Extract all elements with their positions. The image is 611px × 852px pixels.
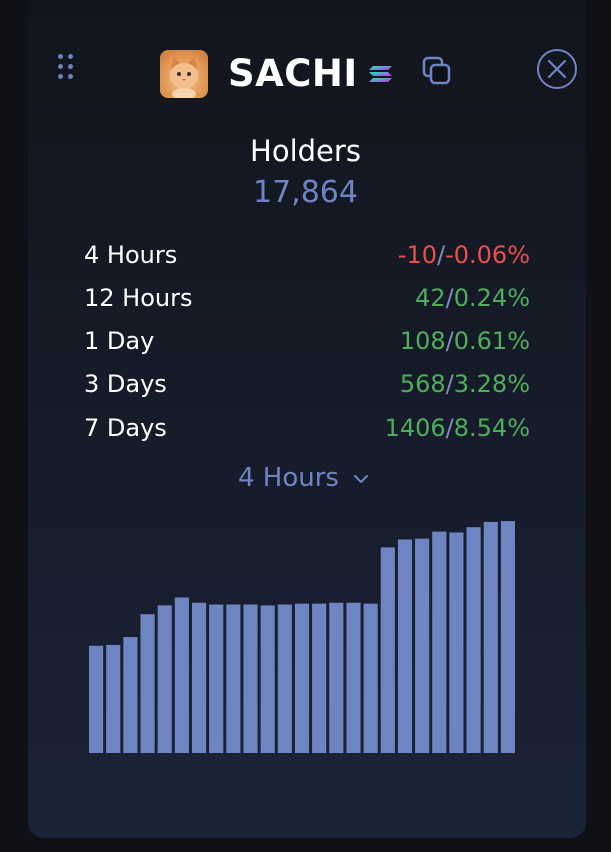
stats-change-count: -10 xyxy=(397,241,437,269)
chart-bar[interactable] xyxy=(346,602,361,753)
chart-bar[interactable] xyxy=(329,602,344,753)
chart-bar[interactable] xyxy=(312,603,327,753)
chart-bar[interactable] xyxy=(123,637,138,753)
chart-bar[interactable] xyxy=(483,521,498,753)
chart-bar[interactable] xyxy=(174,597,189,753)
stats-row-1d: 1 Day 108/0.61% xyxy=(84,325,530,357)
stats-change: 1406/8.54% xyxy=(385,412,530,444)
stats-change: 108/0.61% xyxy=(400,325,530,357)
stats-change-count: 568 xyxy=(399,370,446,398)
stats-change: 568/3.28% xyxy=(400,368,530,400)
stats-period-label: 1 Day xyxy=(84,327,155,355)
period-dropdown-value: 4 Hours xyxy=(238,463,339,493)
stats-row-12h: 12 Hours 42/0.24% xyxy=(84,282,530,314)
stats-separator: / xyxy=(437,241,446,269)
stats-row-4h: 4 Hours -10/-0.06% xyxy=(84,239,530,271)
chart-bar[interactable] xyxy=(380,547,395,753)
chart-bar[interactable] xyxy=(157,605,172,753)
chart-bar[interactable] xyxy=(363,603,378,753)
chart-bar[interactable] xyxy=(89,645,104,753)
token-name: SACHI xyxy=(228,52,358,95)
chart-bar[interactable] xyxy=(260,605,275,753)
stats-separator: / xyxy=(445,327,454,355)
chart-bar[interactable] xyxy=(140,614,155,753)
chevron-down-icon xyxy=(354,474,369,483)
chart-bar[interactable] xyxy=(449,532,464,753)
stats-change-count: 42 xyxy=(415,284,446,312)
holders-label: Holders xyxy=(250,134,361,168)
cat-avatar-icon xyxy=(170,57,198,98)
chart-bar[interactable] xyxy=(415,538,430,753)
stats-row-7d: 7 Days 1406/8.54% xyxy=(84,412,530,444)
solana-icon xyxy=(369,66,392,82)
chart-bar[interactable] xyxy=(466,527,481,753)
stats-change: -10/-0.06% xyxy=(398,239,530,271)
stats-change-percent: 0.61% xyxy=(453,327,530,355)
chart-bar[interactable] xyxy=(243,604,258,753)
stats-change-percent: 3.28% xyxy=(453,370,530,398)
close-icon[interactable] xyxy=(536,48,578,90)
stats-change: 42/0.24% xyxy=(415,282,530,314)
stats-change-percent: 8.54% xyxy=(453,414,530,442)
chart-bar[interactable] xyxy=(191,602,207,753)
stats-change-count: 108 xyxy=(399,327,446,355)
chart-bar[interactable] xyxy=(106,644,121,753)
chart-bar[interactable] xyxy=(500,521,515,753)
stats-change-percent: 0.24% xyxy=(453,284,530,312)
period-dropdown[interactable]: 4 Hours xyxy=(238,461,369,495)
chart-bar[interactable] xyxy=(294,603,310,753)
chart-bar[interactable] xyxy=(432,531,447,753)
stats-row-3d: 3 Days 568/3.28% xyxy=(84,368,530,400)
holders-count: 17,864 xyxy=(253,175,358,210)
stats-period-label: 12 Hours xyxy=(84,284,193,312)
stats-period-label: 4 Hours xyxy=(84,241,178,269)
stats-separator: / xyxy=(445,284,454,312)
stats-separator: / xyxy=(445,414,454,442)
copy-icon[interactable] xyxy=(421,55,453,87)
chart-bar[interactable] xyxy=(226,604,241,753)
stats-period-label: 3 Days xyxy=(84,370,167,398)
chart-bar[interactable] xyxy=(209,604,224,753)
stats-change-percent: -0.06% xyxy=(445,241,530,269)
stats-change-count: 1406 xyxy=(384,414,446,442)
stats-separator: / xyxy=(445,370,454,398)
chart-bar[interactable] xyxy=(277,604,292,753)
stats-period-label: 7 Days xyxy=(84,414,167,442)
chart-bar[interactable] xyxy=(397,539,413,753)
token-avatar xyxy=(160,50,208,98)
drag-handle-icon[interactable] xyxy=(58,54,78,84)
